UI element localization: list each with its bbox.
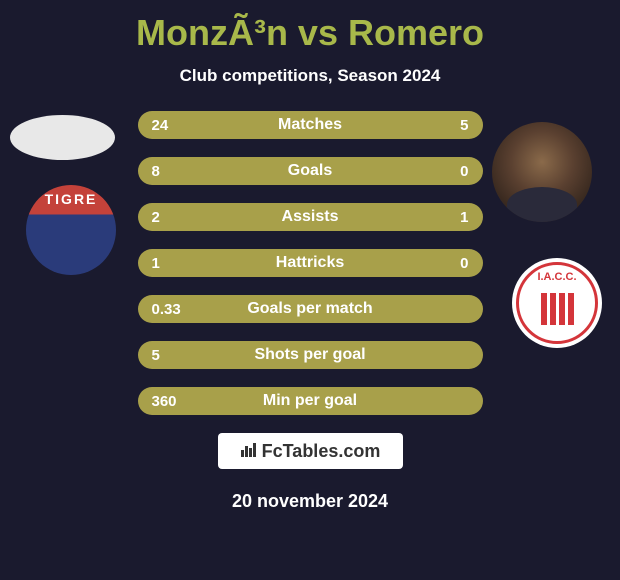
stat-bar-assists: 2 Assists 1: [138, 203, 483, 231]
stat-right-value: 0: [429, 255, 469, 272]
stat-left-value: 8: [152, 163, 192, 180]
stat-left-value: 360: [152, 393, 192, 410]
stat-bar-hattricks: 1 Hattricks 0: [138, 249, 483, 277]
stat-label: Matches: [278, 116, 342, 134]
date-text: 20 november 2024: [0, 491, 620, 512]
stat-bar-goals-per-match: 0.33 Goals per match: [138, 295, 483, 323]
comparison-infographic: MonzÃ³n vs Romero Club competitions, Sea…: [0, 0, 620, 580]
stat-left-value: 24: [152, 117, 192, 134]
page-title: MonzÃ³n vs Romero: [0, 0, 620, 54]
stat-right-value: 0: [429, 163, 469, 180]
stat-row: 2 Assists 1: [0, 203, 620, 231]
stat-left-value: 1: [152, 255, 192, 272]
stat-label: Min per goal: [263, 392, 357, 410]
stat-label: Shots per goal: [254, 346, 365, 364]
stat-bar-goals: 8 Goals 0: [138, 157, 483, 185]
stat-label: Assists: [282, 208, 339, 226]
stat-row: 5 Shots per goal: [0, 341, 620, 369]
stat-row: 8 Goals 0: [0, 157, 620, 185]
stat-bar-min-per-goal: 360 Min per goal: [138, 387, 483, 415]
stat-row: 24 Matches 5: [0, 111, 620, 139]
stat-row: 0.33 Goals per match: [0, 295, 620, 323]
stat-label: Goals: [288, 162, 332, 180]
subtitle: Club competitions, Season 2024: [0, 66, 620, 86]
chart-icon: [240, 440, 258, 463]
stat-row: 360 Min per goal: [0, 387, 620, 415]
stat-left-value: 0.33: [152, 301, 192, 318]
stat-bar-shots-per-goal: 5 Shots per goal: [138, 341, 483, 369]
stat-right-value: 1: [429, 209, 469, 226]
stat-label: Goals per match: [247, 300, 372, 318]
fctables-attribution: FcTables.com: [218, 433, 403, 469]
stat-left-value: 2: [152, 209, 192, 226]
stat-right-value: 5: [429, 117, 469, 134]
stat-bar-matches: 24 Matches 5: [138, 111, 483, 139]
stat-left-value: 5: [152, 347, 192, 364]
stat-label: Hattricks: [276, 254, 344, 272]
stats-area: 24 Matches 5 8 Goals 0 2 Assists 1 1 Hat…: [0, 111, 620, 415]
fctables-text: FcTables.com: [262, 441, 381, 462]
stat-row: 1 Hattricks 0: [0, 249, 620, 277]
